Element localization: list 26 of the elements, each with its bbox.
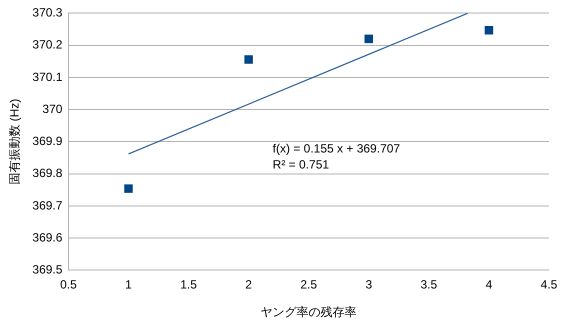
annotation: f(x) = 0.155 x + 369.707 xyxy=(272,142,400,156)
y-tick-label: 370 xyxy=(42,102,63,116)
point xyxy=(244,55,253,64)
annotation: R² = 0.751 xyxy=(272,158,330,172)
x-tick-label: 2 xyxy=(245,278,252,292)
x-tick-label: 4.5 xyxy=(540,278,558,292)
x-tick-label: 3.5 xyxy=(420,278,438,292)
x-tick-label: 0.5 xyxy=(60,278,78,292)
x-tick-label: 3 xyxy=(365,278,372,292)
x-tick-label: 2.5 xyxy=(300,278,318,292)
point xyxy=(484,26,494,34)
x-tick-label: 4 xyxy=(486,278,493,292)
y-tick-label: 370.2 xyxy=(32,38,63,52)
point xyxy=(124,184,133,193)
y-axis-title: 固有振動数 (Hz) xyxy=(8,98,22,185)
point xyxy=(364,34,374,44)
y-tick-label: 370.3 xyxy=(32,6,63,20)
x-tick-label: 1 xyxy=(125,278,132,292)
y-tick-label: 369.5 xyxy=(32,262,63,277)
y-tick-label: 369.8 xyxy=(32,166,63,180)
y-tick-label: 369.9 xyxy=(32,134,63,148)
x-tick-label: 1.5 xyxy=(180,278,198,292)
y-tick-label: 369.7 xyxy=(32,198,63,212)
x-axis-title: ヤング率の残存率 xyxy=(260,305,357,320)
y-tick-label: 369.6 xyxy=(32,230,63,244)
y-tick-label: 370.1 xyxy=(32,70,63,84)
